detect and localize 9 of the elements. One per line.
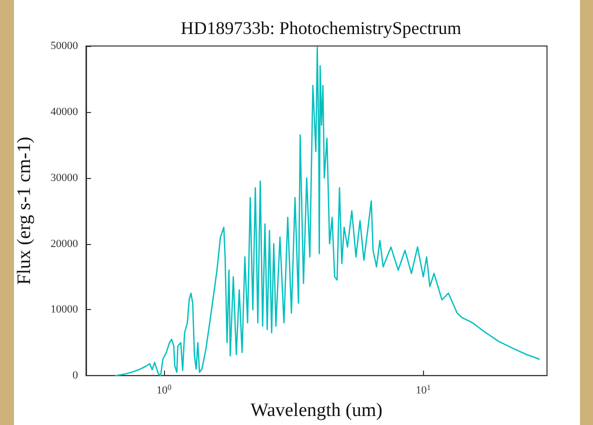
y-tick-label: 40000: [50, 106, 78, 118]
y-tick-label: 10000: [50, 304, 78, 316]
y-tick-label: 0: [72, 370, 78, 382]
y-tick-label: 20000: [50, 238, 78, 250]
y-axis-title: Flux (erg s-1 cm-1): [14, 136, 35, 285]
y-tick-label: 30000: [50, 172, 78, 184]
y-tick-label: 50000: [50, 40, 78, 52]
x-axis-title: Wavelength (um): [250, 400, 382, 421]
chart-title: HD189733b: PhotochemistrySpectrum: [180, 18, 462, 38]
